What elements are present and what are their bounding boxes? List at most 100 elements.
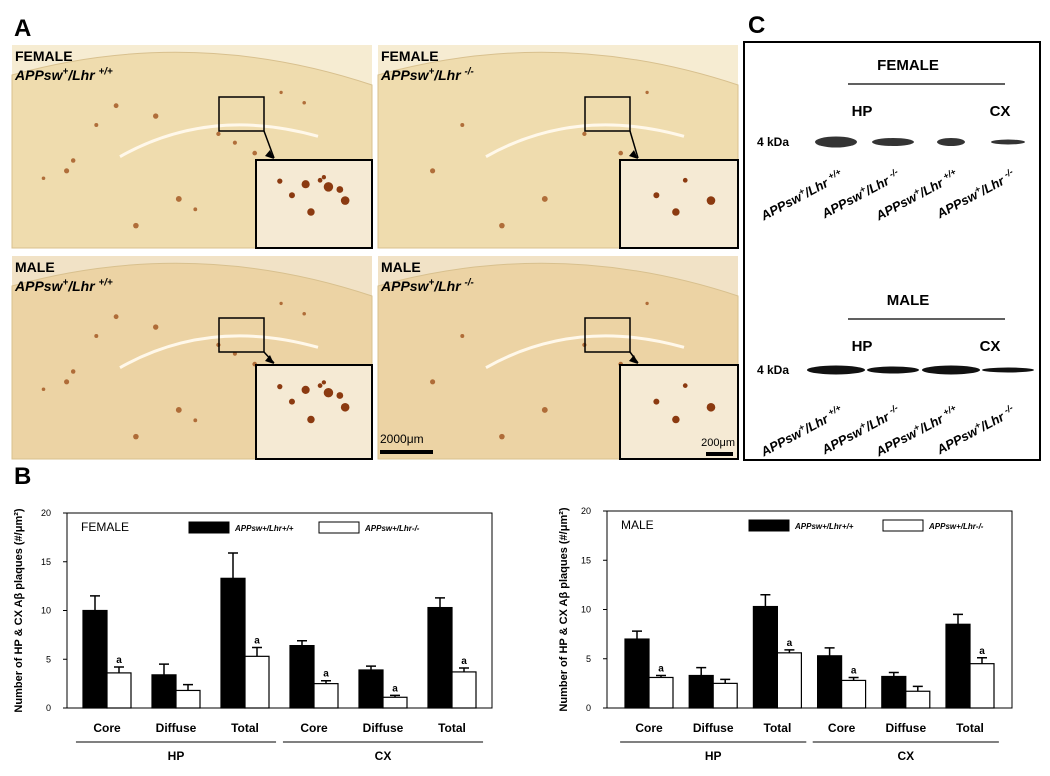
inset bbox=[255, 364, 373, 460]
bar bbox=[382, 696, 408, 709]
bar bbox=[358, 669, 384, 709]
plaque bbox=[653, 398, 660, 405]
error-bar bbox=[848, 676, 859, 681]
plaque bbox=[153, 113, 159, 119]
significance-label: a bbox=[851, 665, 857, 676]
plaque bbox=[706, 196, 716, 205]
error-bar bbox=[888, 671, 899, 677]
blot-band bbox=[807, 365, 865, 375]
plaque bbox=[321, 380, 327, 385]
roi-box bbox=[218, 96, 265, 132]
superscript: +/+ bbox=[826, 166, 843, 181]
plaque bbox=[541, 407, 548, 413]
plaque bbox=[232, 140, 237, 145]
plaque bbox=[645, 301, 649, 306]
panel-label: A bbox=[14, 15, 31, 42]
scale-label: 2000μm bbox=[380, 432, 424, 446]
bar bbox=[82, 609, 108, 709]
y-tick-label: 5 bbox=[586, 654, 591, 664]
plaque bbox=[301, 180, 310, 189]
bar bbox=[688, 674, 714, 709]
significance-label: a bbox=[787, 638, 793, 649]
blot-sex-label: MALE bbox=[887, 292, 930, 309]
error-bar bbox=[459, 667, 469, 672]
genotype-part: APPsw bbox=[872, 425, 920, 460]
plaque bbox=[645, 90, 649, 95]
plaque bbox=[706, 402, 716, 412]
bar bbox=[244, 655, 270, 709]
legend-label: APPsw+/Lhr+/+ bbox=[794, 522, 854, 531]
legend-label: APPsw+/Lhr-/- bbox=[364, 524, 420, 533]
plaque bbox=[64, 168, 70, 174]
y-tick-label: 10 bbox=[41, 606, 51, 616]
y-tick-label: 0 bbox=[46, 703, 51, 713]
genotype-label: APPsw+/Lhr -/- bbox=[380, 278, 474, 294]
error-bar bbox=[435, 597, 445, 608]
y-tick-label: 15 bbox=[581, 555, 591, 565]
sex-label: MALE bbox=[15, 259, 55, 275]
region-label: CX bbox=[980, 338, 1001, 355]
arrow bbox=[629, 130, 639, 159]
superscript: + bbox=[858, 184, 868, 196]
genotype-label: APPsw+/Lhr +/+ bbox=[14, 278, 113, 294]
x-tick-label: Core bbox=[93, 721, 121, 735]
error-bar bbox=[159, 663, 169, 675]
sex-label: MALE bbox=[381, 259, 421, 275]
significance-label: a bbox=[392, 683, 398, 694]
significance-label: a bbox=[658, 663, 664, 674]
y-tick-label: 20 bbox=[41, 508, 51, 518]
bar bbox=[624, 638, 650, 709]
sex-label: FEMALE bbox=[15, 48, 73, 64]
bar bbox=[945, 623, 971, 709]
bar bbox=[427, 606, 453, 709]
hippocampus bbox=[119, 334, 319, 369]
x-tick-label: Core bbox=[635, 721, 663, 735]
plaque bbox=[541, 196, 548, 202]
error-bar bbox=[824, 647, 835, 656]
scale-label: 200μm bbox=[701, 437, 735, 449]
x-tick-label: Total bbox=[764, 721, 792, 735]
genotype-part: /Lhr bbox=[433, 67, 464, 83]
plaque bbox=[317, 177, 323, 183]
genotype-part: /Lhr bbox=[433, 278, 464, 294]
genotype-part: /Lhr bbox=[67, 67, 98, 83]
genotype-part: APPsw bbox=[380, 67, 430, 83]
plaque bbox=[302, 311, 306, 316]
bar bbox=[752, 605, 779, 709]
region-label: CX bbox=[990, 103, 1011, 120]
significance-label: a bbox=[979, 646, 985, 657]
blot-band bbox=[982, 367, 1034, 373]
error-bar bbox=[656, 674, 666, 678]
superscript: + bbox=[797, 186, 807, 198]
group-label: HP bbox=[705, 749, 722, 763]
bar bbox=[151, 674, 177, 709]
bar bbox=[175, 689, 201, 709]
genotype-part: /Lhr bbox=[67, 278, 98, 294]
superscript: -/- bbox=[1002, 167, 1014, 180]
error-bar bbox=[977, 657, 987, 664]
bar bbox=[451, 671, 477, 709]
plaque bbox=[41, 387, 46, 392]
hippocampus bbox=[485, 123, 685, 158]
plaque bbox=[175, 407, 182, 413]
legend-label: APPsw+/Lhr+/+ bbox=[234, 524, 294, 533]
genotype-part: APPsw bbox=[933, 423, 981, 458]
x-tick-label: Diffuse bbox=[156, 721, 197, 735]
legend-label: APPsw+/Lhr-/- bbox=[928, 522, 984, 531]
plaque bbox=[193, 207, 198, 212]
arrow-head bbox=[629, 150, 638, 159]
bar bbox=[840, 679, 867, 709]
blot-sex-label: FEMALE bbox=[877, 57, 939, 74]
plaque bbox=[193, 418, 198, 423]
plaque bbox=[133, 222, 139, 229]
region-label: HP bbox=[852, 338, 873, 355]
plaque bbox=[499, 433, 505, 440]
arrow-head bbox=[265, 150, 274, 159]
plaque bbox=[70, 369, 76, 374]
plaque bbox=[279, 90, 283, 95]
superscript: -/- bbox=[887, 167, 899, 180]
genotype-label: APPsw+/Lhr -/- bbox=[380, 67, 474, 83]
plaque bbox=[133, 433, 139, 440]
superscript: + bbox=[428, 67, 434, 78]
